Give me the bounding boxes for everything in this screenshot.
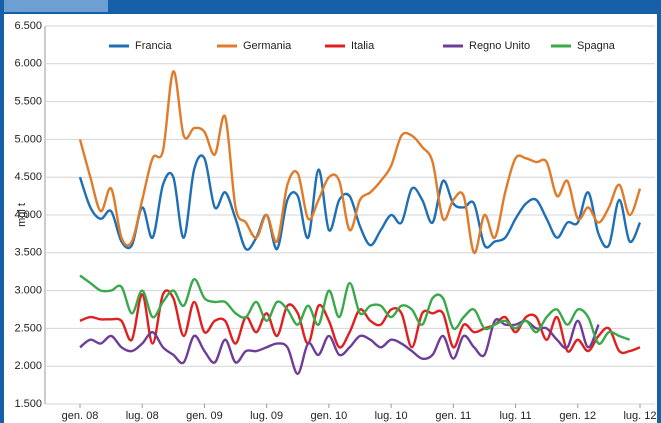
chart-area (4, 14, 657, 423)
y-tick-label: 1.500 (14, 398, 42, 410)
y-tick-label: 4.000 (14, 209, 42, 221)
x-tick-label: lug. 11 (499, 410, 531, 422)
legend-label: Spagna (577, 40, 616, 52)
x-tick-label: lug. 12 (623, 410, 656, 422)
y-tick-label: 4.500 (14, 171, 42, 183)
y-tick-label: 2.500 (14, 322, 42, 334)
x-tick-label: gen. 09 (186, 410, 223, 422)
y-tick-label: 5.500 (14, 96, 42, 108)
x-tick-label: gen. 11 (435, 410, 471, 422)
y-tick-label: 6.500 (14, 20, 42, 32)
series-line (79, 289, 641, 355)
x-tick-label: gen. 10 (311, 410, 348, 422)
header-tab (4, 0, 108, 12)
x-tick-label: gen. 08 (62, 410, 99, 422)
legend-label: Francia (135, 40, 173, 52)
y-tick-label: 6.000 (14, 58, 42, 70)
legend-label: Regno Unito (469, 40, 530, 52)
y-tick-label: 3.000 (14, 285, 42, 297)
legend-label: Italia (351, 40, 375, 52)
y-axis-label: mgl t (16, 203, 28, 227)
x-tick-label: lug. 09 (250, 410, 283, 422)
y-tick-label: 5.000 (14, 133, 42, 145)
x-tick-label: gen. 12 (559, 410, 596, 422)
legend-label: Germania (243, 40, 292, 52)
x-tick-label: lug. 10 (375, 410, 408, 422)
series-line (79, 274, 631, 346)
series-line (78, 154, 642, 251)
x-tick-label: lug. 08 (126, 410, 159, 422)
y-tick-label: 3.500 (14, 247, 42, 259)
series-line (79, 318, 600, 375)
series-line (78, 70, 642, 255)
y-tick-label: 2.000 (14, 360, 42, 372)
